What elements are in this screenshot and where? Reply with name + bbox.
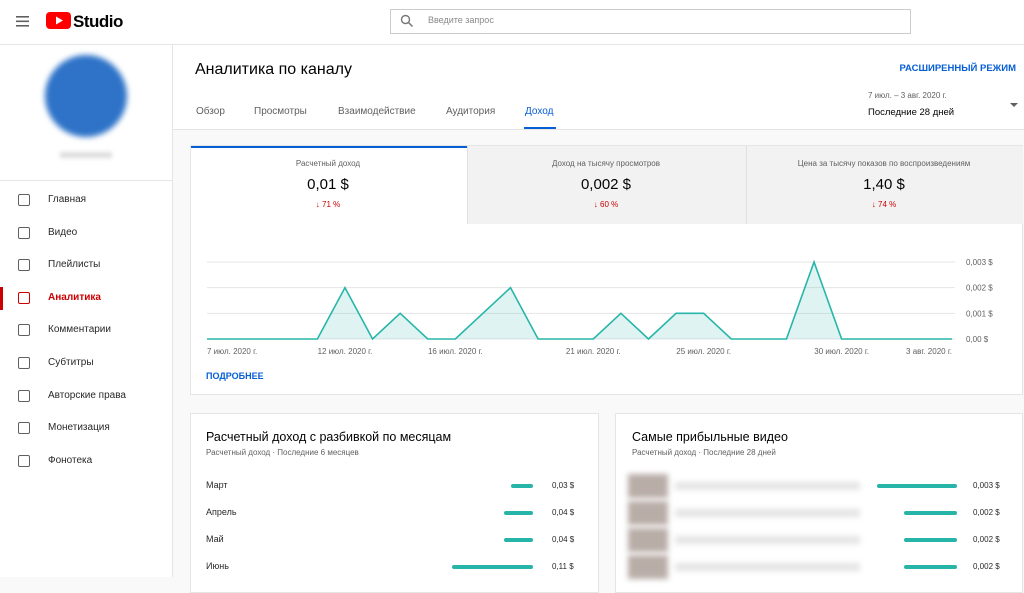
video-value: 0,002 $ [973,508,1000,517]
month-label: Апрель [206,507,237,517]
sidebar-icon [18,357,30,369]
sidebar-item[interactable]: Субтитры [48,357,94,368]
tab[interactable]: Взаимодействие [338,106,416,117]
sidebar-icon [18,454,30,467]
metric-tab[interactable] [467,146,746,224]
tab[interactable]: Аудитория [446,106,496,117]
metric-value: 1,40 $ [863,176,905,193]
sidebar-icon [18,324,30,337]
video-thumbnail [628,474,668,498]
video-thumbnail [628,501,668,525]
monthly-title: Расчетный доход с разбивкой по месяцам [206,430,452,444]
video-value: 0,002 $ [973,535,1000,544]
sidebar-icon [18,389,30,402]
metric-title: Доход на тысячу просмотров [552,159,660,168]
sidebar-item[interactable]: Видео [48,226,78,238]
metric-title: Расчетный доход [295,159,361,168]
page: {"header": {"logo": "Studio", "search_pl… [0,9,1024,593]
date-range-label[interactable]: Последние 28 дней [868,107,955,118]
month-value: 0,04 $ [552,508,575,517]
video-title [675,509,860,517]
logo-icon[interactable] [46,12,72,30]
month-label: Май [206,534,224,544]
monthly-subtitle: Расчетный доход · Последние 6 месяцев [206,448,359,457]
sidebar-icon [18,194,30,206]
search-box[interactable] [390,9,911,34]
sidebar-icon [18,422,30,435]
advanced-mode[interactable]: РАСШИРЕННЫЙ РЕЖИМ [899,63,1016,74]
video-value: 0,003 $ [973,481,1000,490]
sidebar-icon [18,259,30,272]
video-bar [903,538,957,542]
sidebar-item[interactable]: Комментарии [48,324,111,336]
search-icon [400,14,414,28]
month-value: 0,11 $ [552,562,574,571]
video-title [675,482,860,490]
date-range-dates: 7 июл. – 3 авг. 2020 г. [868,91,947,100]
sidebar-icon [18,226,30,239]
channel-name [60,152,112,158]
month-label: Июнь [206,561,229,571]
month-value: 0,04 $ [552,535,575,544]
tab[interactable]: Просмотры [254,106,307,117]
video-bar [903,511,957,515]
avatar [45,55,127,137]
tab-underline [524,127,556,129]
dropdown-arrow[interactable] [1009,102,1019,108]
sidebar-divider [0,180,172,181]
sidebar-item[interactable]: Главная [48,194,87,205]
sidebar-item[interactable]: Фонотека [48,454,93,466]
tab[interactable]: Доход [525,106,554,117]
monthly-panel [190,413,599,593]
video-bar [903,565,957,569]
month-bar [503,511,533,515]
top-videos-title: Самые прибыльные видео [632,430,788,444]
top-videos-subtitle: Расчетный доход · Последние 28 дней [632,448,776,457]
video-thumbnail [628,528,668,552]
video-title [675,563,860,571]
month-label: Март [206,480,228,490]
search-placeholder: Введите запрос [428,15,494,25]
tab[interactable]: Обзор [196,106,225,117]
active-indicator [0,287,3,310]
metric-tab-active[interactable] [191,146,467,224]
sidebar-item[interactable]: Авторские права [48,389,126,401]
metric-change: ↓ 71 % [315,200,341,209]
metric-value: 0,002 $ [580,176,632,193]
more-link[interactable]: ПОДРОБНЕЕ [206,371,264,381]
video-thumbnail [628,555,668,579]
video-bar [877,484,957,488]
month-value: 0,03 $ [552,481,575,490]
metric-tab[interactable] [746,146,1023,224]
metric-change: ↓ 74 % [871,200,897,209]
page-top [173,45,1024,130]
page-title: Аналитика по каналу [195,61,352,78]
month-bar [510,484,533,488]
metric-value: 0,01 $ [307,176,349,193]
metric-title: Цена за тысячу показов по воспроизведени… [797,159,971,168]
menu-icon[interactable] [14,14,34,30]
sidebar-item[interactable]: Плейлисты [48,259,101,271]
metric-change: ↓ 60 % [593,200,619,209]
video-title [675,536,860,544]
logo[interactable]: Studio [73,12,123,31]
sidebar-item[interactable]: Монетизация [48,422,110,434]
sidebar [0,45,173,577]
sidebar-item[interactable]: Аналитика [48,291,101,303]
video-value: 0,002 $ [973,562,1000,571]
month-bar [452,565,533,569]
sidebar-icon [18,291,30,304]
month-bar [503,538,533,542]
